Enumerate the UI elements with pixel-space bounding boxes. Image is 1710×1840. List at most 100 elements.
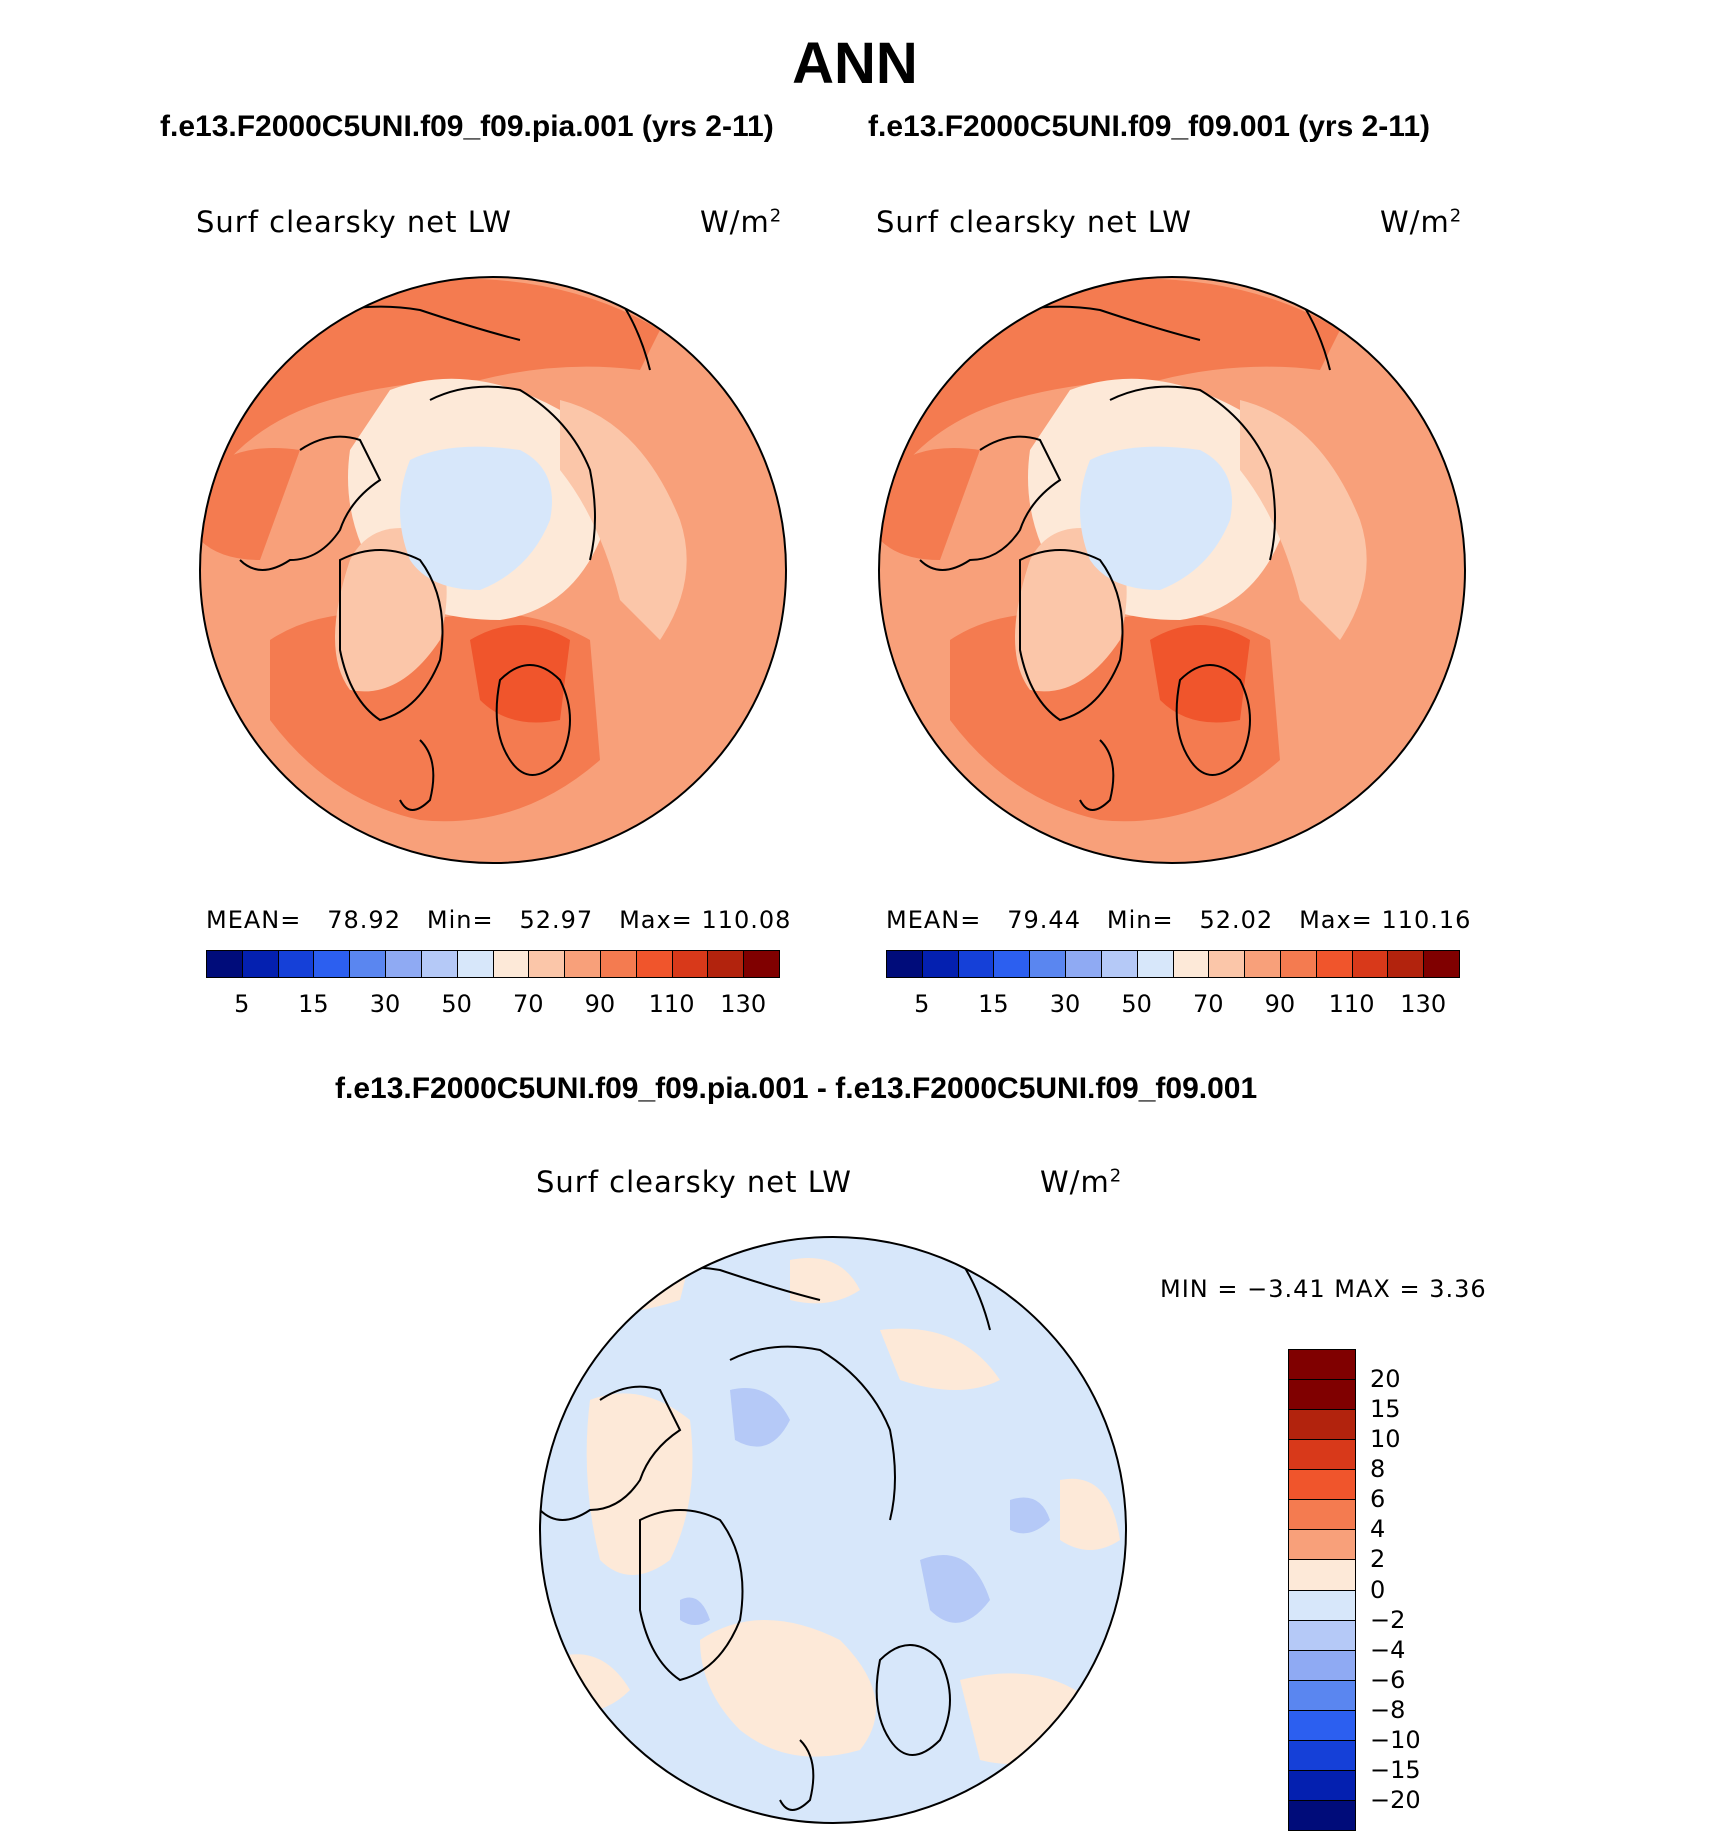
left-colorbar-tick-label: 90 xyxy=(584,990,616,1018)
right-coastlines xyxy=(919,299,1331,811)
diff-colorbar-box xyxy=(1288,1649,1356,1681)
left-field-arctic-cool xyxy=(348,378,602,620)
diff-colorbar-box xyxy=(1288,1349,1356,1381)
diff-case-title: f.e13.F2000C5UNI.f09_f09.pia.001 - f.e13… xyxy=(335,1072,1258,1105)
diff-colorbar-tick-label: 20 xyxy=(1370,1365,1401,1394)
diff-colorbar-tick-label: −6 xyxy=(1370,1665,1406,1694)
diff-field-warm-1 xyxy=(560,1257,690,1314)
right-colorbar-box xyxy=(993,950,1031,978)
right-colorbar-box xyxy=(1065,950,1102,978)
left-colorbar-box xyxy=(564,950,601,978)
right-colorbar-box xyxy=(1100,950,1138,978)
left-stats: MEAN= 78.92 Min= 52.97 Max= 110.08 xyxy=(206,906,792,934)
right-field-siberia-warm xyxy=(885,278,1340,470)
diff-colorbar-box xyxy=(1288,1589,1356,1621)
diff-colorbar-tick-label: 4 xyxy=(1370,1515,1386,1544)
diff-colorbar-box xyxy=(1288,1799,1356,1831)
diff-colorbar-box xyxy=(1288,1679,1356,1711)
left-colorbar-tick-label: 110 xyxy=(648,990,695,1018)
left-colorbar-tick-label: 15 xyxy=(298,990,329,1018)
right-field-nordic-hot xyxy=(1150,625,1250,723)
right-colorbar-box xyxy=(921,950,959,978)
right-colorbar-box xyxy=(1244,950,1281,978)
diff-coastlines xyxy=(540,1259,991,1811)
diff-colorbar-tick-label: 8 xyxy=(1370,1455,1386,1484)
figure-title: ANN xyxy=(792,31,918,96)
diff-field-warm-8 xyxy=(550,1654,630,1713)
left-colorbar-box xyxy=(277,950,315,978)
right-colorbar xyxy=(886,950,1460,980)
right-field-central-arctic xyxy=(1080,446,1232,590)
left-field-siberia-warm xyxy=(205,278,660,470)
left-field-greenland xyxy=(335,528,447,692)
right-field-greenland xyxy=(1015,528,1127,692)
left-map-border xyxy=(199,276,787,864)
right-colorbar-box xyxy=(1387,950,1425,978)
right-units-label: W/m2 xyxy=(1380,205,1463,239)
diff-colorbar-tick-label: 6 xyxy=(1370,1485,1386,1514)
left-colorbar-ticks: 5 15 30 50 70 90 110 130 xyxy=(206,990,779,1020)
right-colorbar-tick-label: 15 xyxy=(978,990,1009,1018)
left-field-eurasia-cool xyxy=(560,400,687,640)
left-colorbar-tick-label: 130 xyxy=(720,990,767,1018)
right-field-background xyxy=(879,277,1465,863)
left-colorbar-box xyxy=(599,950,637,978)
left-variable-label: Surf clearsky net LW xyxy=(196,205,512,239)
diff-colorbar-ticks: 20 15 10 8 6 4 2 0 −2 −4 −6 −8 −10 −15 −20 xyxy=(1370,1349,1450,1830)
left-colorbar-box xyxy=(241,950,279,978)
right-colorbar-tick-label: 130 xyxy=(1400,990,1447,1018)
left-colorbar-box xyxy=(206,950,243,978)
diff-colorbar-box xyxy=(1288,1739,1356,1771)
left-colorbar-box xyxy=(635,950,673,978)
right-colorbar-tick-label: 70 xyxy=(1193,990,1224,1018)
diff-field-warm-5 xyxy=(586,1393,693,1575)
left-field-central-arctic xyxy=(400,446,552,590)
diff-field-cool-3 xyxy=(1010,1497,1050,1534)
left-colorbar-box xyxy=(456,950,494,978)
diff-colorbar-box xyxy=(1288,1529,1356,1561)
diff-field-background xyxy=(540,1237,1126,1823)
right-field-arctic-cool xyxy=(1028,378,1282,620)
diff-field-warm-4 xyxy=(1060,1478,1120,1550)
left-colorbar-box xyxy=(743,950,780,978)
right-variable-label: Surf clearsky net LW xyxy=(876,205,1192,239)
left-field-alaska-warm xyxy=(200,448,300,560)
right-colorbar-tick-label: 5 xyxy=(914,990,930,1018)
diff-colorbar-box xyxy=(1288,1619,1356,1651)
right-colorbar-box xyxy=(1279,950,1317,978)
left-field-atlantic-warm xyxy=(270,613,600,822)
diff-colorbar-tick-label: 2 xyxy=(1370,1545,1386,1574)
right-colorbar-box xyxy=(886,950,923,978)
left-field-background xyxy=(200,277,786,863)
right-field-eurasia-cool xyxy=(1240,400,1367,640)
diff-colorbar-box xyxy=(1288,1409,1356,1441)
right-stats: MEAN= 79.44 Min= 52.02 Max= 110.16 xyxy=(886,906,1472,934)
right-colorbar-box xyxy=(1029,950,1067,978)
left-units-label: W/m2 xyxy=(700,205,783,239)
diff-colorbar-tick-label: 0 xyxy=(1370,1575,1386,1604)
right-colorbar-box xyxy=(1172,950,1210,978)
right-colorbar-tick-label: 90 xyxy=(1264,990,1296,1018)
diff-field-warm-7 xyxy=(960,1673,1090,1764)
right-field-atlantic-warm xyxy=(950,613,1280,822)
left-colorbar-box xyxy=(492,950,530,978)
left-colorbar-box xyxy=(671,950,709,978)
right-case-title: f.e13.F2000C5UNI.f09_f09.001 (yrs 2-11) xyxy=(868,110,1431,143)
diff-field-cool-1 xyxy=(730,1388,790,1447)
right-colorbar-tick-label: 110 xyxy=(1328,990,1375,1018)
diff-variable-label: Surf clearsky net LW xyxy=(536,1165,852,1199)
diff-units-label: W/m2 xyxy=(1040,1165,1123,1199)
right-colorbar-box xyxy=(1423,950,1460,978)
right-colorbar-box xyxy=(1351,950,1389,978)
left-colorbar-tick-label: 70 xyxy=(513,990,544,1018)
diff-colorbar-tick-label: 15 xyxy=(1370,1395,1401,1424)
left-colorbar-tick-label: 5 xyxy=(234,990,250,1018)
right-colorbar-ticks: 5 15 30 50 70 90 110 130 xyxy=(886,990,1459,1020)
diff-field-cool-2 xyxy=(920,1555,990,1623)
diff-minmax: MIN = −3.41 MAX = 3.36 xyxy=(1160,1275,1487,1303)
diff-colorbar-tick-label: −8 xyxy=(1370,1695,1406,1724)
left-colorbar-box xyxy=(420,950,458,978)
diff-map-border xyxy=(539,1236,1127,1824)
diff-field-cool-4 xyxy=(680,1597,710,1625)
right-colorbar-box xyxy=(1136,950,1174,978)
